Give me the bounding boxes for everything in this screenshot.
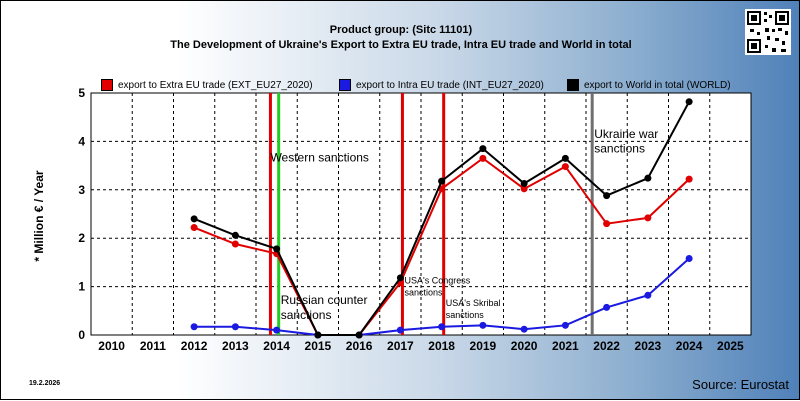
y-tick-label: 0 [78, 328, 85, 342]
data-point-1 [561, 321, 569, 329]
data-point-0 [231, 240, 239, 248]
x-tick-label: 2015 [305, 339, 332, 353]
data-point-0 [685, 175, 693, 183]
data-point-0 [190, 224, 198, 232]
x-tick-label: 2024 [676, 339, 703, 353]
data-point-2 [685, 98, 693, 106]
y-tick-label: 5 [78, 86, 85, 100]
data-point-2 [396, 274, 404, 282]
x-tick-label: 2022 [593, 339, 620, 353]
date-stamp: 19.2.2026 [29, 380, 61, 387]
data-point-2 [355, 331, 363, 339]
x-tick-label: 2020 [511, 339, 538, 353]
y-tick-label: 1 [78, 280, 85, 294]
data-point-2 [561, 154, 569, 162]
qr-code-icon [745, 9, 791, 55]
data-point-0 [479, 154, 487, 162]
legend-swatch-intra-eu [339, 79, 351, 91]
data-point-0 [520, 185, 528, 193]
legend-label-extra-eu: export to Extra EU trade (EXT_EU27_2020) [118, 80, 313, 91]
x-tick-label: 2016 [346, 339, 373, 353]
x-tick-label: 2012 [181, 339, 208, 353]
annotation-label: Russian counter [281, 293, 368, 307]
annotation-label: Ukraine war [594, 127, 658, 141]
data-point-2 [314, 331, 322, 339]
x-tick-label: 2011 [140, 339, 166, 353]
x-tick-label: 2023 [635, 339, 662, 353]
data-point-2 [438, 177, 446, 185]
x-tick-label: 2014 [263, 339, 290, 353]
x-tick-label: 2019 [470, 339, 497, 353]
data-point-2 [479, 145, 487, 153]
data-point-1 [190, 323, 198, 331]
x-tick-label: 2025 [717, 339, 744, 353]
data-point-0 [603, 220, 611, 228]
annotation-label: sanctions [446, 310, 485, 320]
legend-swatch-world [567, 79, 579, 91]
data-point-1 [685, 255, 693, 263]
source-note: Source: Eurostat [692, 377, 789, 392]
data-point-2 [520, 180, 528, 188]
x-tick-label: 2021 [552, 339, 579, 353]
annotation-label: sanctions [281, 308, 332, 322]
annotation-label: sanctions [594, 142, 645, 156]
y-tick-label: 4 [78, 134, 85, 148]
annotation-label: sanctions [405, 287, 444, 297]
data-point-2 [603, 192, 611, 200]
chart-title-line2: The Development of Ukraine's Export to E… [170, 39, 632, 51]
data-point-1 [231, 323, 239, 331]
x-tick-label: 2013 [222, 339, 249, 353]
x-tick-label: 2010 [98, 339, 125, 353]
data-point-1 [479, 321, 487, 329]
data-point-2 [190, 215, 198, 223]
x-tick-label: 2018 [428, 339, 455, 353]
data-point-0 [561, 163, 569, 171]
legend-label-world: export to World in total (WORLD) [584, 80, 731, 91]
y-tick-label: 2 [78, 231, 85, 245]
data-point-1 [603, 303, 611, 311]
annotation-label: Western sanctions [270, 151, 369, 165]
chart-title-line1: Product group: (Sitc 11101) [329, 24, 473, 36]
data-point-2 [273, 245, 281, 253]
data-point-1 [396, 326, 404, 334]
data-point-1 [273, 326, 281, 334]
data-point-1 [438, 323, 446, 331]
data-point-2 [231, 231, 239, 239]
data-point-1 [644, 291, 652, 299]
y-tick-label: 3 [78, 183, 85, 197]
legend-label-intra-eu: export to Intra EU trade (INT_EU27_2020) [356, 80, 544, 91]
legend-swatch-extra-eu [101, 79, 113, 91]
data-point-0 [644, 214, 652, 222]
x-tick-label: 2017 [387, 339, 414, 353]
annotation-label: USA's Congress [405, 276, 471, 286]
data-point-1 [520, 325, 528, 333]
data-point-2 [644, 174, 652, 182]
annotation-label: USA's Skribal [446, 298, 501, 308]
